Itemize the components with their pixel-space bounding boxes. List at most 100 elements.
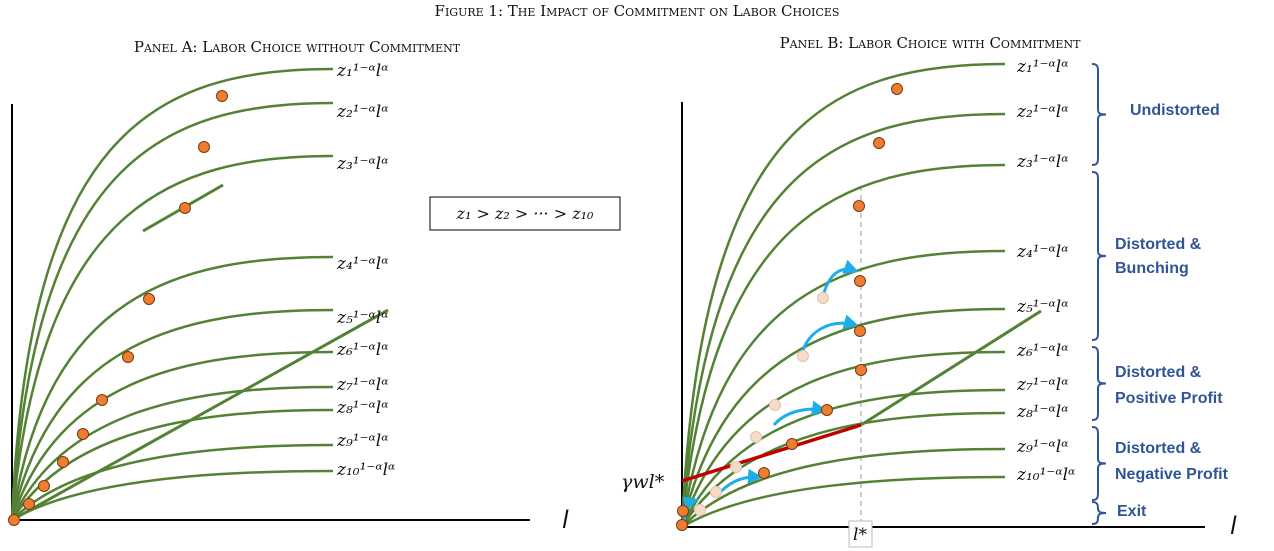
panel-b-curves bbox=[680, 62, 1006, 529]
category-positive-line1: Distorted & bbox=[1115, 364, 1202, 381]
production-curve bbox=[10, 154, 334, 521]
ordering-box: z₁ > z₂ > ··· > z₁₀ bbox=[429, 196, 621, 231]
panel-a-dots bbox=[8, 90, 228, 526]
curve-label: z₉¹⁻ᵅlᵅ bbox=[336, 431, 389, 451]
category-exit: Exit bbox=[1117, 503, 1147, 520]
curve-label: z₂¹⁻ᵅlᵅ bbox=[336, 102, 389, 122]
production-curve bbox=[10, 67, 334, 521]
panel-b-commitment-line bbox=[681, 423, 862, 483]
pre-commitment-dot bbox=[694, 504, 706, 516]
optimal-choice-dot bbox=[854, 325, 866, 337]
ordering-note: z₁ > z₂ > ··· > z₁₀ bbox=[456, 204, 595, 223]
panel-b-curve-labels: z₁¹⁻ᵅlᵅ z₂¹⁻ᵅlᵅ z₃¹⁻ᵅlᵅ z₄¹⁻ᵅlᵅ z₅¹⁻ᵅlᵅ z₆¹⁻ᵅ… bbox=[1016, 57, 1076, 485]
optimal-choice-dot bbox=[786, 438, 798, 450]
category-positive-line2: Positive Profit bbox=[1115, 390, 1223, 407]
optimal-choice-dot bbox=[216, 90, 228, 102]
panel-b-x-axis-label: l bbox=[1230, 512, 1237, 540]
production-curve bbox=[680, 411, 1006, 528]
l-star-label: l* bbox=[853, 525, 867, 545]
optimal-choice-dot bbox=[198, 141, 210, 153]
category-negative-line1: Distorted & bbox=[1115, 440, 1202, 457]
production-curve bbox=[680, 307, 1006, 528]
panel-b-title: Panel B: Labor Choice with Commitment bbox=[780, 34, 1081, 52]
curve-label: z₁₀¹⁻ᵅlᵅ bbox=[336, 460, 396, 480]
pre-commitment-dot bbox=[797, 350, 809, 362]
production-curve bbox=[680, 112, 1006, 528]
optimal-choice-dot bbox=[77, 428, 89, 440]
production-curve bbox=[680, 163, 1006, 528]
panel-a-x-axis-label: l bbox=[562, 506, 569, 534]
optimal-choice-dot bbox=[38, 480, 50, 492]
optimal-choice-dot bbox=[57, 456, 69, 468]
production-curve bbox=[11, 469, 334, 522]
optimal-choice-dot bbox=[891, 83, 903, 95]
curve-label: z₆¹⁻ᵅlᵅ bbox=[336, 340, 389, 360]
optimal-choice-dot bbox=[854, 275, 866, 287]
panel-a-title: Panel A: Labor Choice without Commitment bbox=[134, 38, 461, 56]
curve-label: z₃¹⁻ᵅlᵅ bbox=[1016, 152, 1069, 172]
gamma-w-l-star-label: γwl* bbox=[621, 471, 665, 493]
category-brace bbox=[1091, 171, 1107, 341]
curve-label: z₄¹⁻ᵅlᵅ bbox=[336, 254, 389, 274]
production-curve bbox=[681, 447, 1006, 528]
panel-a-curve-labels: z₁¹⁻ᵅlᵅ z₂¹⁻ᵅlᵅ z₃¹⁻ᵅlᵅ z₄¹⁻ᵅlᵅ z₅¹⁻ᵅlᵅ z₆¹⁻ᵅ… bbox=[336, 61, 396, 480]
optimal-choice-dot bbox=[758, 467, 770, 479]
shift-arrow bbox=[682, 496, 699, 521]
optimal-choice-dot bbox=[23, 498, 35, 510]
category-brace bbox=[1091, 346, 1107, 421]
optimal-choice-dot bbox=[853, 200, 865, 212]
production-curve bbox=[10, 308, 334, 521]
optimal-choice-dot bbox=[855, 364, 867, 376]
production-curve bbox=[680, 350, 1006, 528]
curve-label: z₃¹⁻ᵅlᵅ bbox=[336, 154, 389, 174]
curve-label: z₂¹⁻ᵅlᵅ bbox=[1016, 102, 1069, 122]
pre-commitment-dot bbox=[769, 399, 781, 411]
panel-b-dots bbox=[676, 83, 903, 531]
pre-commitment-dot bbox=[817, 292, 829, 304]
optimal-choice-dot bbox=[143, 293, 155, 305]
curve-label: z₄¹⁻ᵅlᵅ bbox=[1016, 242, 1069, 262]
production-curve bbox=[10, 350, 334, 521]
optimal-choice-dot bbox=[821, 404, 833, 416]
production-curve bbox=[681, 475, 1006, 529]
category-negative-line2: Negative Profit bbox=[1115, 466, 1229, 483]
curve-label: z₈¹⁻ᵅlᵅ bbox=[336, 398, 389, 418]
category-brace bbox=[1091, 426, 1107, 501]
pre-commitment-dot bbox=[730, 461, 742, 473]
curve-label: z₇¹⁻ᵅlᵅ bbox=[336, 375, 389, 395]
category-braces bbox=[1091, 63, 1107, 525]
curve-label: z₅¹⁻ᵅlᵅ bbox=[336, 308, 389, 328]
category-bunching-line2: Bunching bbox=[1115, 260, 1189, 277]
optimal-choice-dot bbox=[677, 505, 689, 517]
pre-commitment-dot bbox=[750, 431, 762, 443]
production-curve bbox=[10, 101, 334, 521]
optimal-choice-dot bbox=[179, 202, 191, 214]
curve-label: z₇¹⁻ᵅlᵅ bbox=[1016, 375, 1069, 395]
optimal-choice-dot bbox=[122, 351, 134, 363]
panel-b: z₁¹⁻ᵅlᵅ z₂¹⁻ᵅlᵅ z₃¹⁻ᵅlᵅ z₄¹⁻ᵅlᵅ z₅¹⁻ᵅlᵅ z₆¹⁻ᵅ… bbox=[621, 57, 1237, 548]
pre-commitment-dot bbox=[710, 486, 722, 498]
panel-b-cost-line bbox=[860, 309, 1042, 427]
production-curve bbox=[11, 443, 334, 521]
category-brace bbox=[1091, 63, 1107, 166]
production-curve bbox=[680, 249, 1006, 528]
optimal-choice-dot bbox=[96, 394, 108, 406]
curve-label: z₆¹⁻ᵅlᵅ bbox=[1016, 341, 1069, 361]
l-star-box: l* bbox=[848, 520, 873, 548]
curve-label: z₁₀¹⁻ᵅlᵅ bbox=[1016, 465, 1076, 485]
figure-title: Figure 1: The Impact of Commitment on La… bbox=[435, 2, 840, 20]
category-bunching-line1: Distorted & bbox=[1115, 236, 1202, 253]
shift-arrow bbox=[772, 400, 827, 427]
curve-label: z₈¹⁻ᵅlᵅ bbox=[1016, 402, 1069, 422]
shift-arrow bbox=[821, 259, 859, 298]
optimal-choice-dot bbox=[873, 137, 885, 149]
category-undistorted: Undistorted bbox=[1130, 102, 1220, 119]
production-curve bbox=[680, 62, 1006, 528]
panel-a: z₁¹⁻ᵅlᵅ z₂¹⁻ᵅlᵅ z₃¹⁻ᵅlᵅ z₄¹⁻ᵅlᵅ z₅¹⁻ᵅlᵅ z₆¹⁻ᵅ… bbox=[8, 61, 569, 534]
curve-label: z₁¹⁻ᵅlᵅ bbox=[336, 61, 389, 81]
optimal-choice-dot bbox=[8, 514, 20, 526]
shift-arrow bbox=[800, 314, 859, 355]
curve-label: z₉¹⁻ᵅlᵅ bbox=[1016, 437, 1069, 457]
production-curve bbox=[10, 255, 334, 521]
